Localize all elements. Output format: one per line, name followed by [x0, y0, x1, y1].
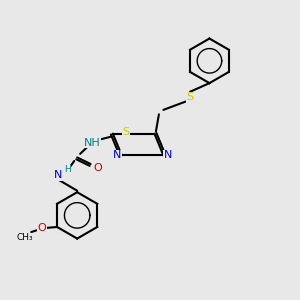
Text: S: S [123, 127, 130, 136]
Text: N: N [54, 170, 63, 180]
Text: N: N [164, 150, 172, 160]
Text: S: S [187, 92, 194, 102]
Text: N: N [113, 150, 122, 160]
Text: O: O [93, 163, 102, 173]
Text: NH: NH [84, 138, 100, 148]
Text: H: H [64, 165, 71, 174]
Text: O: O [37, 224, 46, 233]
Text: CH₃: CH₃ [17, 233, 34, 242]
